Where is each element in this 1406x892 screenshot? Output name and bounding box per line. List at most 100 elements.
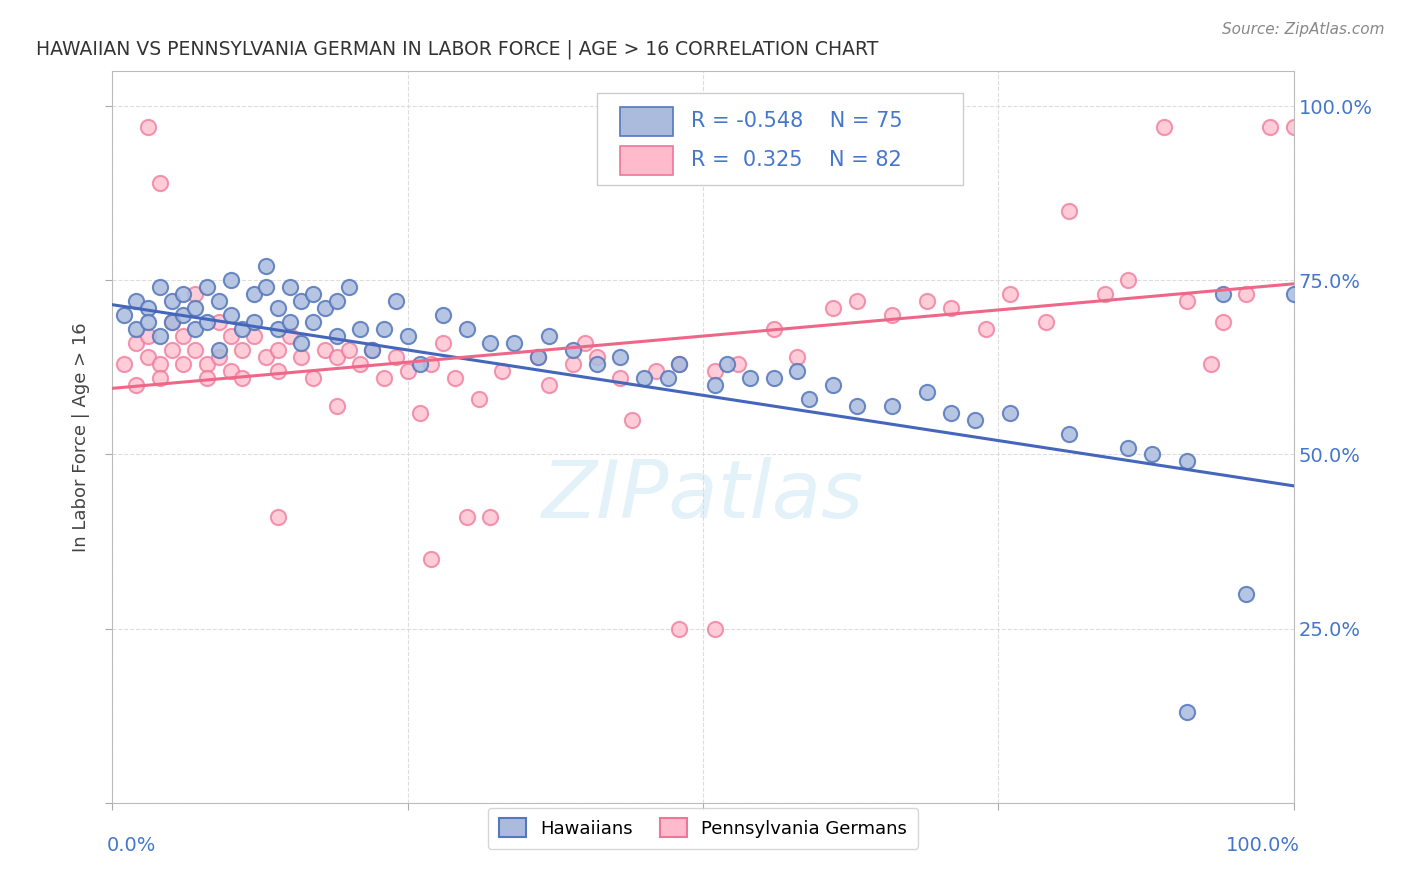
Point [467,392,489,406]
Point [998,287,1021,301]
Point [243,287,266,301]
Point [195,315,218,329]
Point [479,510,502,524]
Point [314,301,336,316]
Point [219,273,242,287]
Point [160,315,183,329]
Point [562,357,585,371]
Point [1258,120,1281,134]
Point [243,315,266,329]
Point [254,260,277,274]
Point [420,357,443,371]
Point [208,343,231,357]
Point [1212,315,1234,329]
Point [125,322,148,336]
Point [538,377,561,392]
Point [160,315,183,329]
Point [1199,357,1222,371]
Point [125,294,148,309]
Point [880,308,903,322]
Point [385,350,408,364]
FancyBboxPatch shape [596,94,963,185]
Point [219,364,242,378]
Point [278,280,301,294]
Point [917,294,939,309]
Point [976,322,998,336]
Y-axis label: In Labor Force | Age > 16: In Labor Force | Age > 16 [72,322,90,552]
Point [538,329,561,343]
Point [231,322,253,336]
Point [349,322,371,336]
Point [385,294,408,309]
Point [1057,203,1080,218]
Point [491,364,513,378]
Point [880,399,903,413]
Point [939,301,962,316]
Point [267,301,290,316]
Point [302,287,325,301]
Point [278,315,301,329]
Point [408,357,430,371]
Point [703,622,725,636]
Point [526,350,548,364]
Text: HAWAIIAN VS PENNSYLVANIA GERMAN IN LABOR FORCE | AGE > 16 CORRELATION CHART: HAWAIIAN VS PENNSYLVANIA GERMAN IN LABOR… [35,39,879,59]
Point [1116,441,1139,455]
Point [1282,287,1305,301]
Point [845,399,868,413]
Point [184,287,207,301]
Point [254,350,277,364]
Point [243,329,266,343]
Point [337,343,360,357]
Point [396,364,419,378]
Point [302,371,325,385]
Point [373,371,395,385]
Text: 100.0%: 100.0% [1226,836,1299,855]
Point [917,384,939,399]
Text: ZIPatlas: ZIPatlas [541,457,865,534]
Point [326,329,349,343]
Point [479,336,502,351]
Point [361,343,384,357]
Point [136,120,159,134]
Point [195,357,218,371]
Point [727,357,749,371]
Point [998,406,1021,420]
Point [1175,705,1198,719]
Point [644,364,666,378]
Point [762,322,785,336]
Point [444,371,467,385]
Point [337,280,360,294]
Point [184,343,207,357]
Point [314,343,336,357]
Point [762,371,785,385]
Point [125,336,148,351]
Point [703,364,725,378]
Point [231,371,253,385]
Point [668,622,690,636]
Point [326,399,349,413]
Point [1035,315,1057,329]
Point [845,294,868,309]
Point [1282,120,1305,134]
Point [160,294,183,309]
Point [1140,448,1163,462]
Point [290,350,312,364]
Point [408,406,430,420]
Point [621,412,644,426]
Point [290,336,312,351]
Point [526,350,548,364]
Point [184,301,207,316]
Point [432,336,454,351]
Point [136,329,159,343]
Point [609,371,631,385]
Point [254,280,277,294]
Point [963,412,986,426]
Point [432,308,454,322]
Point [267,343,290,357]
Point [219,308,242,322]
Point [326,350,349,364]
Point [172,357,194,371]
Point [1153,120,1175,134]
Point [136,315,159,329]
Point [219,329,242,343]
